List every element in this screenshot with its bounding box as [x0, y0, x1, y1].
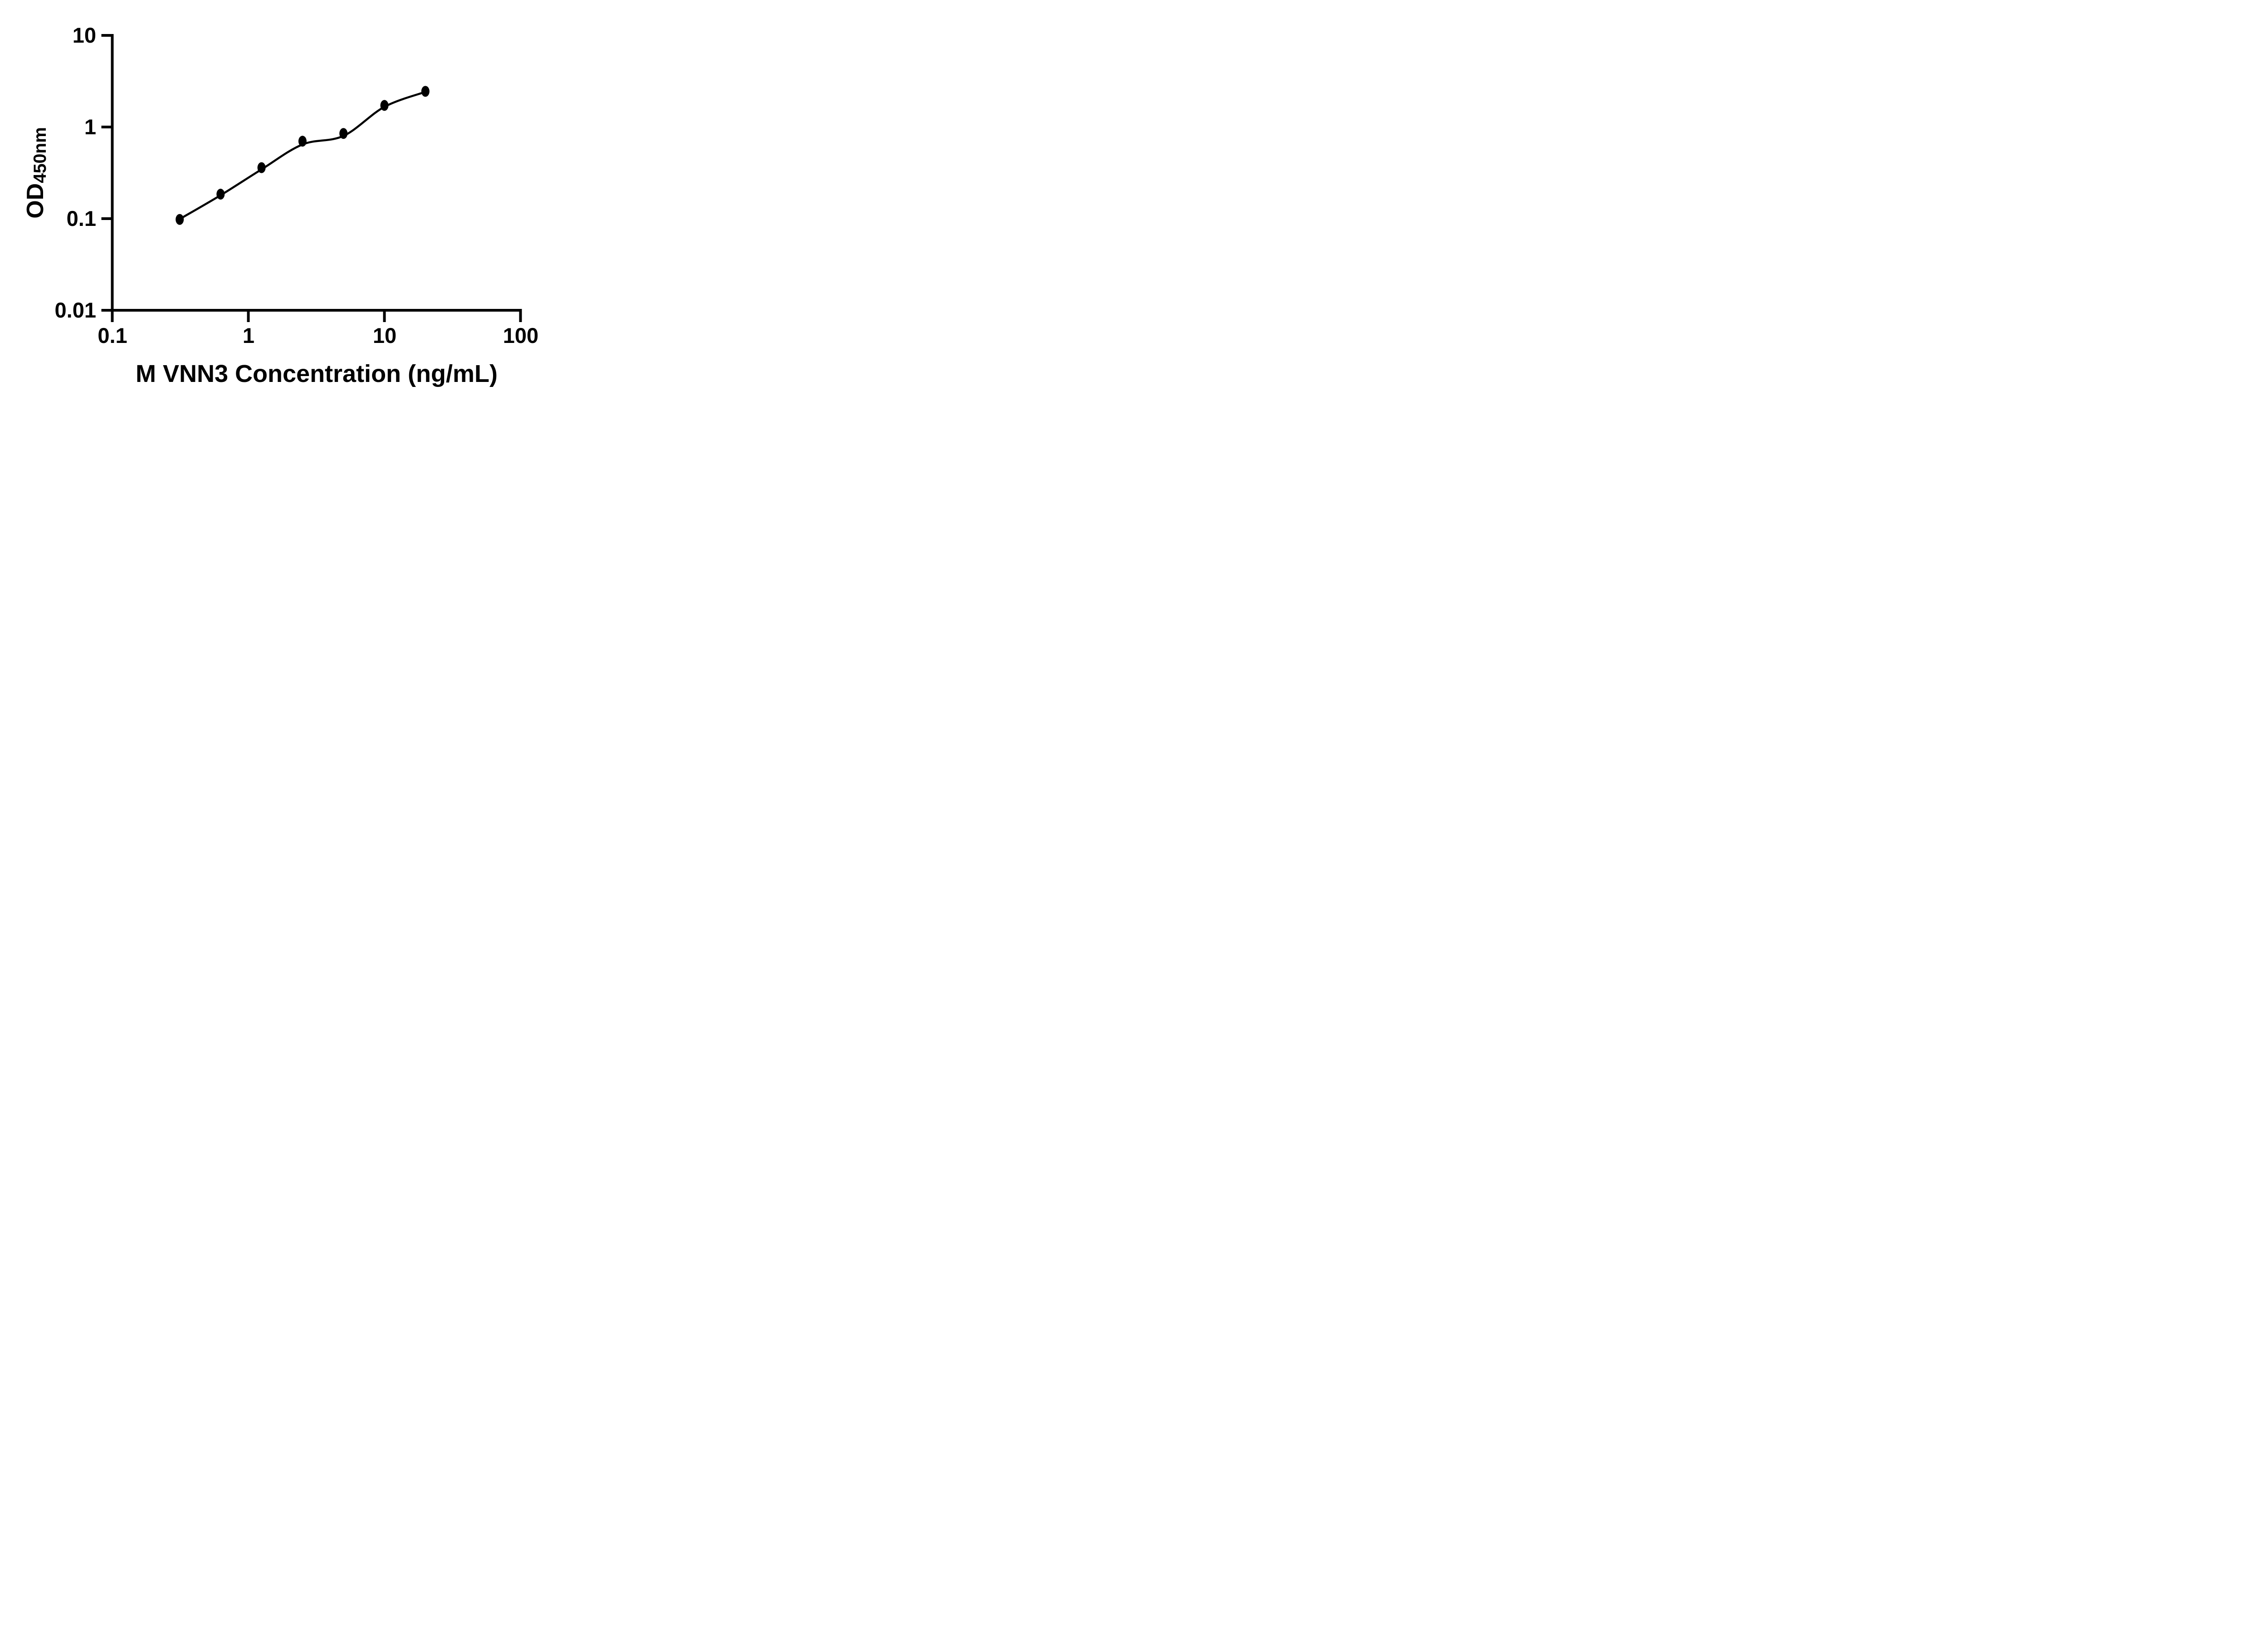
x-tick-label-100: 100 — [503, 323, 539, 347]
data-point-marker — [216, 189, 225, 200]
data-point-marker — [298, 136, 307, 147]
chart-canvas — [101, 34, 522, 322]
y-tick-label-10: 10 — [72, 23, 96, 47]
data-point-marker — [421, 86, 430, 97]
elisa-standard-curve-figure: 10 1 0.1 0.01 0.1 1 10 100 M VNN3 Concen… — [0, 0, 583, 408]
data-point-marker — [339, 128, 348, 139]
y-tick-label-0.01: 0.01 — [54, 298, 96, 322]
x-axis-title: M VNN3 Concentration (ng/mL) — [136, 360, 498, 387]
data-point-marker — [176, 214, 184, 225]
x-tick-label-0.1: 0.1 — [98, 323, 127, 347]
x-tick-label-10: 10 — [372, 323, 397, 347]
y-axis-title-base: OD — [22, 183, 49, 219]
fit-curve — [179, 91, 426, 220]
y-axis-title-subscript: 450nm — [30, 127, 50, 183]
data-point-marker — [257, 162, 266, 173]
y-tick-label-1: 1 — [84, 115, 96, 139]
data-point-marker — [380, 100, 389, 111]
y-tick-label-0.1: 0.1 — [66, 206, 96, 230]
y-axis-title: OD450nm — [22, 127, 50, 219]
x-tick-label-1: 1 — [242, 323, 255, 347]
